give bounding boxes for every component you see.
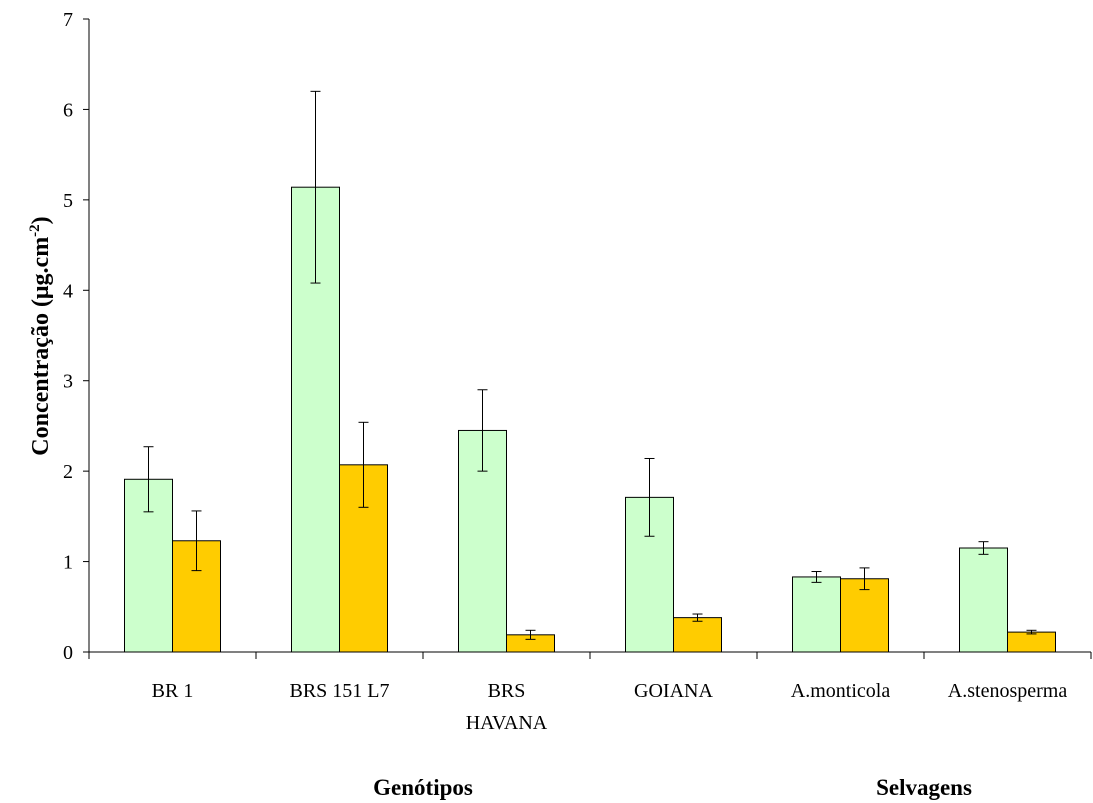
y-axis-label-superscript: -2 — [27, 224, 43, 237]
y-tick-label: 0 — [63, 642, 73, 664]
category-label: A.monticola — [791, 680, 891, 702]
y-tick-label: 4 — [63, 280, 73, 302]
category-label: BRS — [488, 680, 526, 702]
bar-series1-5 — [959, 547, 1008, 653]
category-label: HAVANA — [466, 712, 548, 734]
y-axis-label-close: ) — [28, 216, 54, 224]
category-label: A.stenosperma — [948, 680, 1068, 702]
y-tick-label: 2 — [63, 461, 73, 483]
plot-area: 0 1 2 3 4 5 6 7 BR 1 BRS 151 L7 BRS HAVANA GOIANA A.m… — [63, 9, 1092, 800]
group-label: Genótipos — [373, 775, 473, 800]
category-label: BRS 151 L7 — [289, 680, 389, 702]
y-axis-label-main: Concentração (μg.cm — [28, 237, 54, 456]
bar-series2-4 — [840, 578, 889, 653]
y-tick-label: 1 — [63, 552, 73, 574]
y-tick-label: 7 — [63, 9, 73, 31]
category-label: GOIANA — [634, 680, 713, 702]
y-tick-label: 5 — [63, 190, 73, 212]
group-label: Selvagens — [876, 775, 972, 800]
bar-series1-4 — [792, 576, 841, 653]
y-axis-label: Concentração (μg.cm-2) — [27, 216, 54, 455]
bar-series2-5 — [1007, 631, 1056, 653]
y-tick-label: 3 — [63, 371, 73, 393]
category-label: BR 1 — [152, 680, 194, 702]
y-tick-label: 6 — [63, 99, 73, 121]
bar-series2-3 — [673, 617, 722, 653]
